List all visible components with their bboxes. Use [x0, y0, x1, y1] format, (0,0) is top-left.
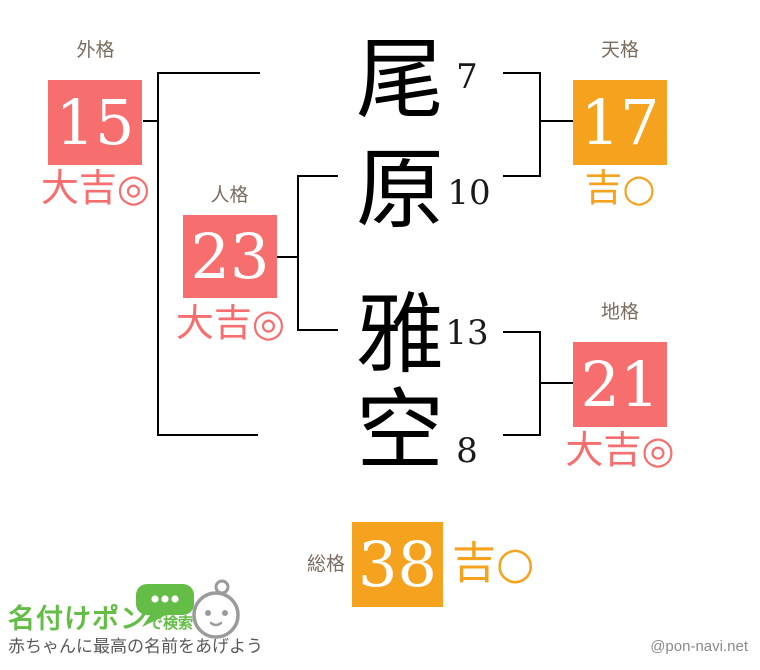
speech-bubble-icon — [136, 584, 194, 627]
baby-face-icon — [192, 579, 240, 639]
jinkaku-rating: 大吉◎ — [175, 301, 286, 345]
site-credit: @pon-navi.net — [650, 638, 748, 655]
chikaku-value: 21 — [580, 348, 660, 421]
footer-logo: 名付けポンで検索 — [8, 597, 193, 636]
name-char-1: 尾 — [355, 28, 444, 131]
stroke-count-3: 13 — [445, 313, 489, 353]
chikaku-rating: 大吉◎ — [565, 428, 675, 472]
tenkaku-value-box: 17 — [573, 80, 667, 165]
gaikaku-value: 15 — [55, 86, 135, 159]
soukaku-label: 総格 — [306, 554, 345, 575]
soukaku-value-box: 38 — [352, 522, 443, 607]
jinkaku-value-box: 23 — [183, 215, 277, 298]
tenkaku-rating: 吉○ — [584, 166, 656, 210]
jinkaku-label: 人格 — [210, 185, 249, 206]
name-char-2: 原 — [355, 138, 444, 241]
tenkaku-value: 17 — [580, 86, 660, 159]
name-char-4: 空 — [355, 379, 444, 482]
chikaku-label: 地格 — [600, 302, 639, 323]
logo-tagline: 赤ちゃんに最高の名前をあげよう — [8, 637, 263, 656]
gaikaku-label: 外格 — [76, 40, 115, 61]
tenkaku-label: 天格 — [600, 40, 639, 61]
logo-mark — [136, 579, 240, 639]
gaikaku-rating: 大吉◎ — [40, 166, 151, 210]
chikaku-value-box: 21 — [573, 342, 667, 427]
stroke-count-2: 10 — [447, 173, 491, 213]
stroke-count-1: 7 — [456, 57, 478, 97]
soukaku-value: 38 — [358, 528, 437, 601]
logo-text: 名付けポン — [8, 604, 148, 634]
name-char-3: 雅 — [355, 283, 444, 386]
stroke-count-4: 8 — [456, 431, 478, 471]
soukaku-rating: 吉○ — [452, 538, 535, 589]
jinkaku-value: 23 — [190, 220, 270, 293]
gaikaku-value-box: 15 — [48, 80, 142, 165]
logo-search-suffix: で検索 — [148, 615, 194, 632]
